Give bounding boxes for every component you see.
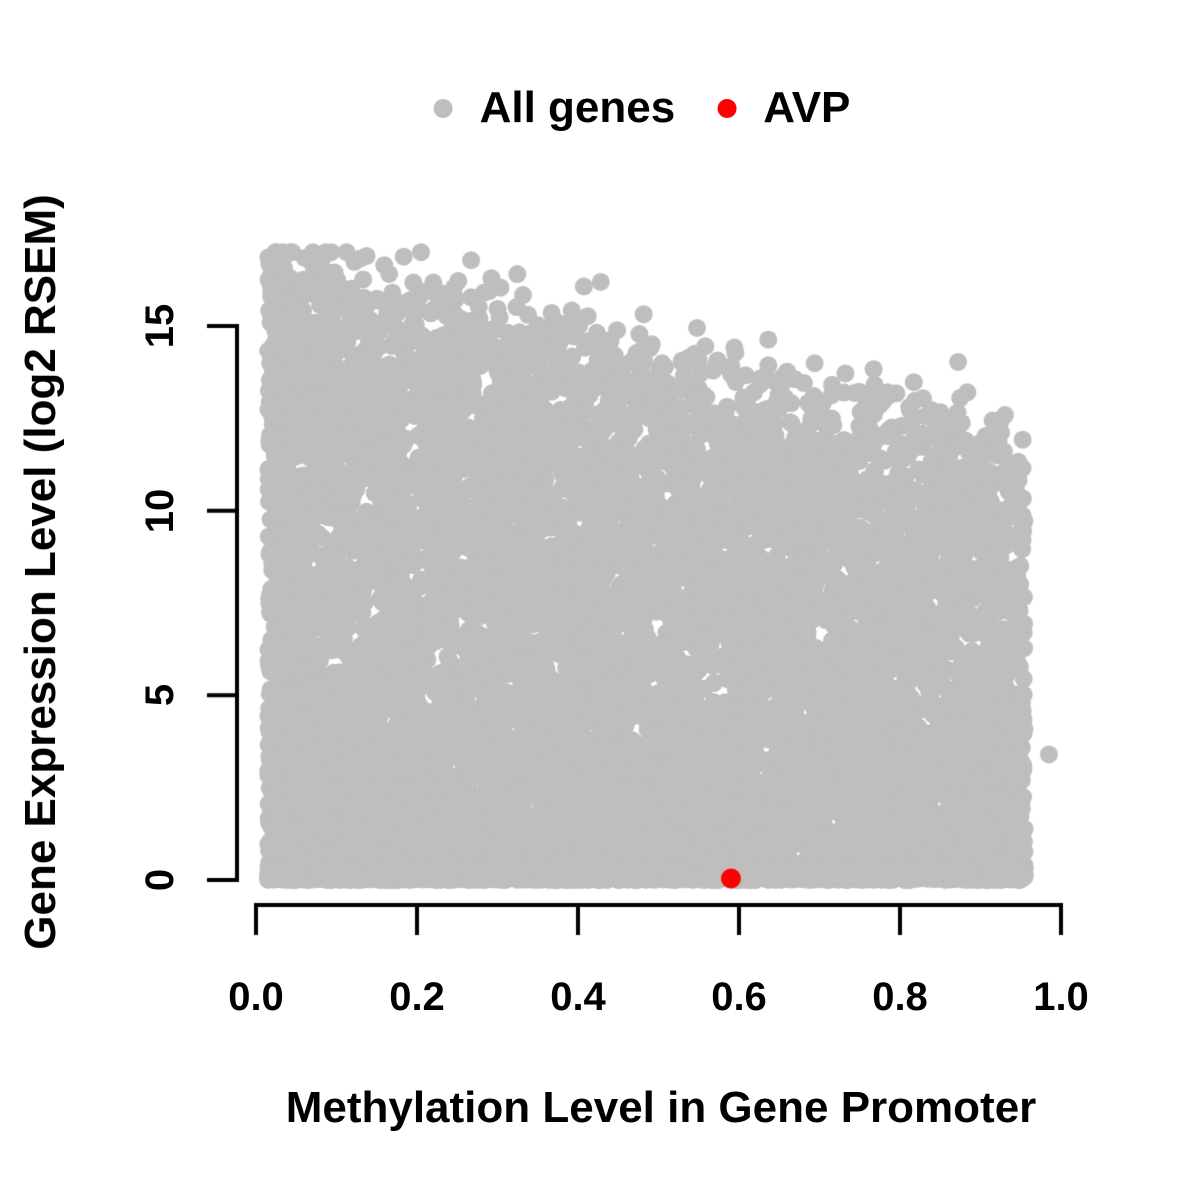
y-tick-label-15: 15 <box>138 303 182 349</box>
legend-item-all-genes: All genes <box>433 83 676 132</box>
x-axis-title: Methylation Level in Gene Promoter <box>285 1083 1037 1132</box>
legend-label-all-genes: All genes <box>479 83 676 132</box>
x-tick-label-0.0: 0.0 <box>228 975 284 1019</box>
y-axis-title: Gene Expression Level (log2 RSEM) <box>16 194 65 950</box>
x-tick-label-1.0: 1.0 <box>1033 975 1089 1019</box>
y-tick-label-10: 10 <box>138 488 182 533</box>
legend-item-avp: AVP <box>717 86 850 130</box>
legend: All genes AVP <box>433 83 850 132</box>
y-tick-label-0: 0 <box>138 868 182 892</box>
x-tick-label-0.2: 0.2 <box>389 975 445 1019</box>
legend-marker-all-genes-icon <box>433 98 453 118</box>
legend-marker-avp-icon <box>717 98 737 118</box>
x-tick-label-0.6: 0.6 <box>711 975 767 1019</box>
y-tick-label-5: 5 <box>138 684 182 707</box>
x-tick-label-0.4: 0.4 <box>550 975 606 1019</box>
x-tick-label-0.8: 0.8 <box>872 975 928 1019</box>
legend-label-avp: AVP <box>763 83 851 132</box>
